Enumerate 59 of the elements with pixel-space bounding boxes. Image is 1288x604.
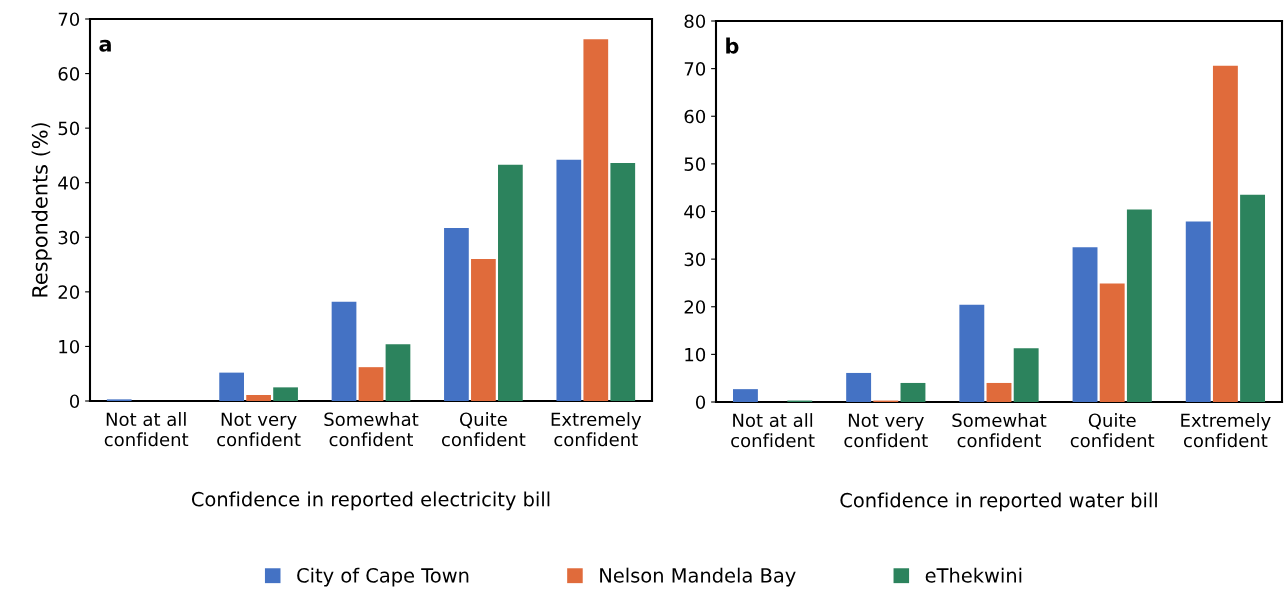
bar	[1013, 348, 1039, 402]
bar	[610, 163, 636, 401]
x-tick-label: Quite confident	[1070, 413, 1155, 448]
bar	[1126, 209, 1152, 402]
y-tick-label: 20	[684, 300, 706, 314]
x-tick-label: Extremely confident	[551, 412, 642, 447]
bar	[331, 301, 357, 401]
bar	[246, 395, 271, 401]
bar	[900, 382, 926, 402]
y-tick-label: 30	[58, 230, 80, 245]
x-tick-label: Somewhat confident	[324, 412, 419, 447]
x-tick-label: Not very confident	[217, 412, 301, 447]
legend-label: Nelson Mandela Bay	[600, 567, 796, 587]
bar	[732, 389, 758, 402]
bar	[846, 372, 872, 402]
bar	[471, 259, 496, 401]
y-tick-label: 40	[58, 176, 80, 190]
y-tick-label: 80	[684, 14, 706, 29]
bar	[385, 344, 411, 401]
x-tick-label: Not very confident	[844, 413, 928, 448]
bar	[358, 367, 384, 401]
y-tick-label: 40	[684, 204, 706, 219]
y-tick-label: 30	[684, 252, 706, 267]
x-tick-label: Somewhat confident	[952, 413, 1047, 448]
x-tick-label: Not at all confident	[731, 413, 815, 448]
legend-label: City of Cape Town	[297, 567, 469, 587]
bar	[556, 159, 582, 401]
y-axis-title: Respondents (%)	[31, 123, 52, 297]
y-tick-label: 10	[59, 339, 80, 354]
y-tick-label: 70	[58, 12, 80, 27]
y-tick-label: 60	[684, 109, 706, 124]
bar	[959, 304, 985, 402]
bar	[1185, 221, 1211, 402]
annotation: b	[726, 37, 739, 54]
legend-label: eThekwini	[925, 567, 1022, 583]
y-tick-label: 50	[684, 157, 706, 171]
y-tick-label: 0	[695, 395, 706, 410]
bar	[1240, 194, 1266, 402]
y-tick-label: 0	[69, 394, 80, 409]
x-axis-title: Confidence in reported electricity bill	[191, 491, 550, 511]
x-tick-label: Extremely confident	[1181, 413, 1271, 448]
y-tick-label: 50	[58, 121, 80, 136]
y-tick-label: 60	[58, 67, 80, 81]
bar	[1212, 65, 1238, 402]
bar	[1099, 283, 1125, 402]
bar	[219, 372, 244, 401]
bar	[498, 164, 523, 401]
x-axis-title: Confidence in reported water bill	[840, 492, 1157, 512]
bar	[1072, 247, 1098, 402]
bar	[444, 228, 469, 401]
bar	[273, 387, 298, 401]
annotation: a	[99, 39, 111, 52]
x-tick-label: Quite confident	[441, 412, 526, 447]
y-tick-label: 20	[58, 285, 80, 299]
bar	[583, 39, 609, 401]
x-tick-label: Not at all confident	[104, 412, 189, 447]
bar	[986, 382, 1012, 402]
y-tick-label: 10	[685, 347, 706, 362]
y-tick-label: 70	[684, 62, 706, 76]
